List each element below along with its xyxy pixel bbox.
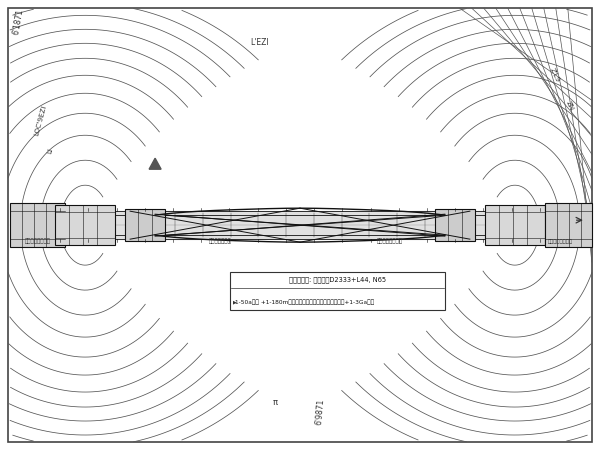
- Bar: [125, 209, 165, 241]
- Bar: [230, 272, 445, 310]
- Bar: [10, 203, 65, 247]
- Text: 花垦用大桥: 中心桩号D2333+L44, N65: 花垦用大桥: 中心桩号D2333+L44, N65: [289, 277, 386, 284]
- Bar: [435, 209, 475, 241]
- Bar: [55, 205, 115, 245]
- Text: L'EZl: L'EZl: [251, 38, 269, 47]
- Text: 6'1871: 6'1871: [11, 8, 25, 35]
- Bar: [545, 203, 592, 247]
- Text: LOC'9EZl: LOC'9EZl: [33, 104, 47, 136]
- Text: 1-50a桁架 +1-180m矿半式提篮钢管混凝土支撇面行龙桥+1-3Ga桁架: 1-50a桁架 +1-180m矿半式提篮钢管混凝土支撇面行龙桥+1-3Ga桁架: [235, 299, 374, 305]
- Text: 右桥墩桩布平面图: 右桥墩桩布平面图: [377, 238, 403, 244]
- Text: Ll: Ll: [47, 147, 54, 154]
- Text: 右桥墩桩布平面图: 右桥墩桩布平面图: [547, 239, 572, 244]
- Polygon shape: [149, 158, 161, 169]
- Text: 大桥墩台平面图: 大桥墩台平面图: [209, 238, 232, 244]
- Text: ▶: ▶: [233, 300, 237, 305]
- Text: 6'9871: 6'9871: [314, 399, 326, 426]
- Bar: [485, 205, 545, 245]
- Text: π: π: [272, 397, 278, 406]
- Text: ZN: ZN: [565, 99, 575, 111]
- Text: Z'L9: Z'L9: [549, 67, 561, 83]
- Text: 左桥墩桩布平面图: 左桥墩桩布平面图: [25, 238, 51, 244]
- Polygon shape: [55, 211, 545, 239]
